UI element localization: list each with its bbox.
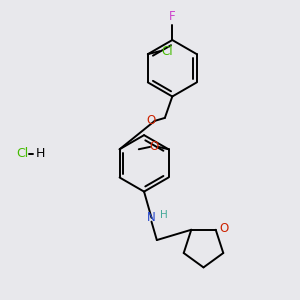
Text: N: N xyxy=(147,211,156,224)
Text: Cl: Cl xyxy=(17,147,29,160)
Text: Cl: Cl xyxy=(161,45,173,58)
Text: F: F xyxy=(169,10,175,23)
Text: H: H xyxy=(160,210,168,220)
Text: O: O xyxy=(150,140,159,153)
Text: H: H xyxy=(36,147,46,160)
Text: O: O xyxy=(219,222,229,235)
Text: O: O xyxy=(146,114,155,128)
